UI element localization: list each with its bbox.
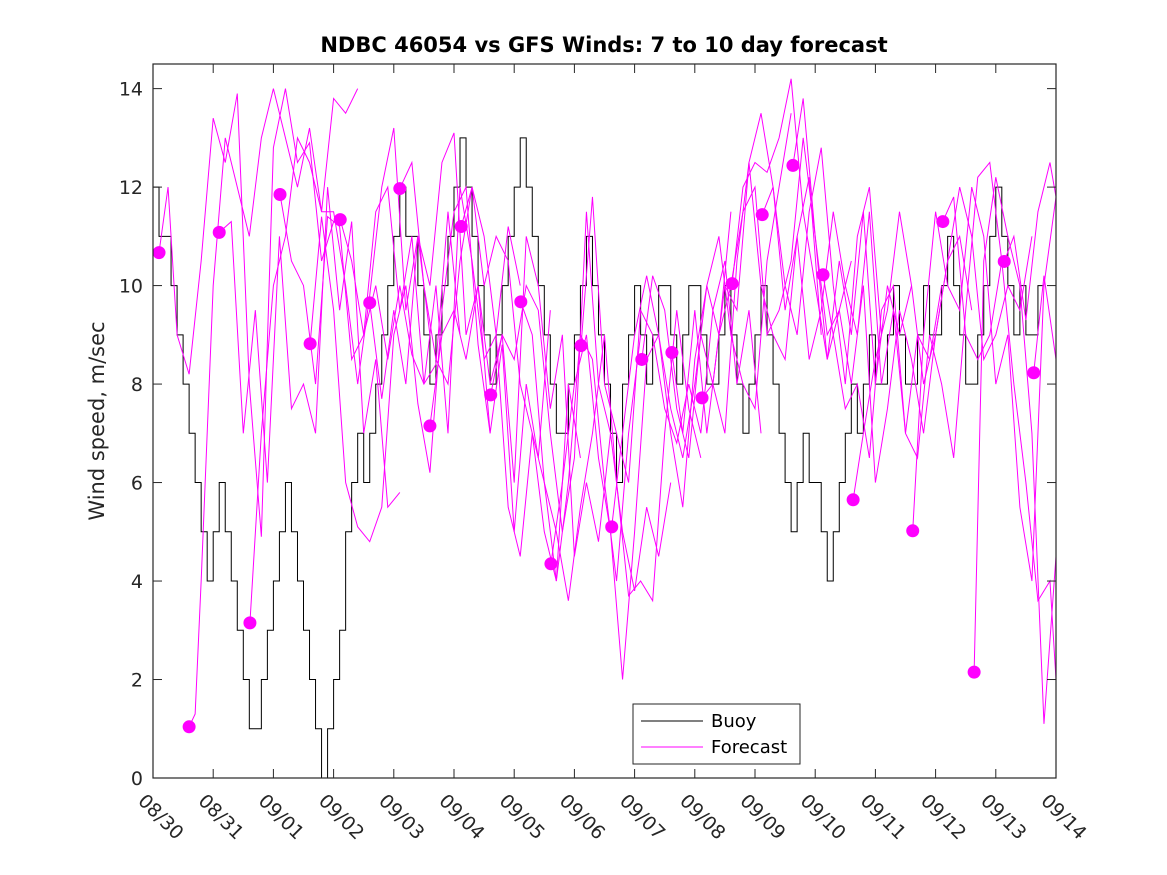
forecast-line xyxy=(158,88,335,537)
legend-box xyxy=(632,703,801,765)
forecast-start-marker xyxy=(816,268,830,282)
forecast-start-marker xyxy=(243,616,257,630)
forecast-start-marker xyxy=(574,339,588,353)
y-tick-label: 2 xyxy=(131,670,143,692)
forecast-line xyxy=(1003,162,1056,321)
forecast-start-marker xyxy=(967,665,981,679)
forecast-line xyxy=(249,127,431,623)
forecast-line xyxy=(339,185,521,434)
forecast-start-marker xyxy=(997,254,1011,268)
forecast-start-marker xyxy=(152,246,166,260)
forecast-start-marker xyxy=(755,208,769,222)
y-tick-label: 8 xyxy=(131,374,143,396)
legend-label-buoy: Buoy xyxy=(711,711,757,732)
forecast-line xyxy=(279,194,461,386)
forecast-start-marker xyxy=(393,182,407,196)
forecast-start-marker xyxy=(665,346,679,360)
plot-frame xyxy=(152,63,1057,779)
forecast-start-marker xyxy=(695,391,709,405)
axis-ticks xyxy=(152,64,1057,779)
forecast-start-marker xyxy=(423,419,437,433)
forecast-line xyxy=(852,186,1033,500)
forecast-line xyxy=(550,211,732,680)
forecast-start-marker xyxy=(484,388,498,402)
forecast-start-marker xyxy=(363,296,377,310)
forecast-start-markers xyxy=(152,158,1041,734)
forecast-start-marker xyxy=(936,215,950,229)
forecast-start-marker xyxy=(212,225,226,239)
forecast-line xyxy=(973,177,1056,724)
forecast-start-marker xyxy=(454,219,468,233)
legend-label-forecast: Forecast xyxy=(711,737,787,758)
forecast-line xyxy=(671,137,852,434)
forecast-line xyxy=(580,196,762,483)
forecast-start-marker xyxy=(514,295,528,309)
chart-title: NDBC 46054 vs GFS Winds: 7 to 10 day for… xyxy=(320,33,887,57)
buoy-line xyxy=(153,137,1044,778)
forecast-start-marker xyxy=(303,337,317,351)
y-tick-label: 12 xyxy=(119,177,143,199)
forecast-line xyxy=(188,88,359,728)
forecast-start-marker xyxy=(544,557,558,571)
forecast-start-marker xyxy=(1027,366,1041,380)
forecast-line xyxy=(399,160,581,582)
forecast-line xyxy=(429,236,612,557)
forecast-start-marker xyxy=(786,158,800,172)
legend: Buoy Forecast xyxy=(632,703,801,765)
y-tick-label: 0 xyxy=(131,768,143,790)
forecast-start-marker xyxy=(635,352,649,366)
forecast-line xyxy=(1033,275,1056,373)
forecast-line xyxy=(218,187,401,509)
forecast-start-marker xyxy=(906,524,920,538)
forecast-line xyxy=(490,211,672,591)
forecast-start-marker xyxy=(333,213,347,227)
forecast-line xyxy=(761,186,943,434)
y-tick-label: 6 xyxy=(131,473,143,495)
forecast-start-marker xyxy=(605,520,619,534)
forecast-start-marker xyxy=(725,277,739,291)
forecast-line xyxy=(369,132,551,532)
y-tick-label: 10 xyxy=(119,276,143,298)
y-axis-label: Wind speed, m/sec xyxy=(85,321,109,520)
y-tick-label: 14 xyxy=(119,79,143,101)
y-tick-label: 4 xyxy=(131,571,143,593)
forecast-start-marker xyxy=(273,187,287,201)
y-tick-labels: 0 2 4 6 8 10 12 14 xyxy=(119,79,143,790)
series-layer xyxy=(153,78,1056,778)
forecast-start-marker xyxy=(182,720,196,734)
forecast-line xyxy=(641,162,822,459)
forecast-line xyxy=(822,161,1003,460)
forecast-line xyxy=(912,186,1056,582)
forecast-start-marker xyxy=(846,493,860,507)
